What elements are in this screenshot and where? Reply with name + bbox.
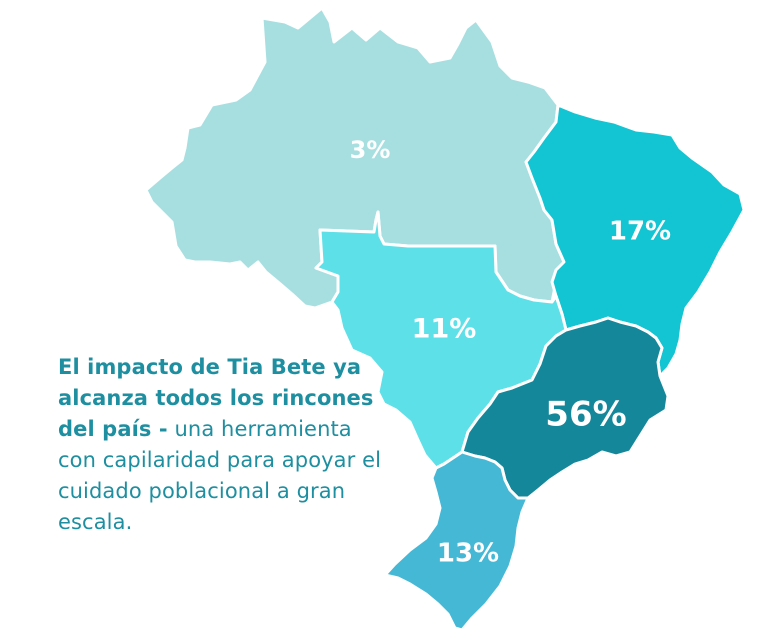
region-sudeste [460, 316, 670, 500]
caption-regular-text: una herramienta con capilaridad para apo… [58, 417, 382, 534]
region-label-sudeste: 56% [545, 395, 626, 435]
caption-bold-text: El impacto de Tia Bete ya alcanza todos … [58, 355, 374, 441]
region-label-norte: 3% [350, 136, 391, 164]
region-label-centro-oeste: 11% [412, 314, 477, 345]
impact-caption: El impacto de Tia Bete ya alcanza todos … [58, 352, 388, 538]
region-label-nordeste: 17% [609, 217, 671, 247]
region-sul [383, 450, 530, 632]
region-label-sul: 13% [437, 539, 499, 569]
